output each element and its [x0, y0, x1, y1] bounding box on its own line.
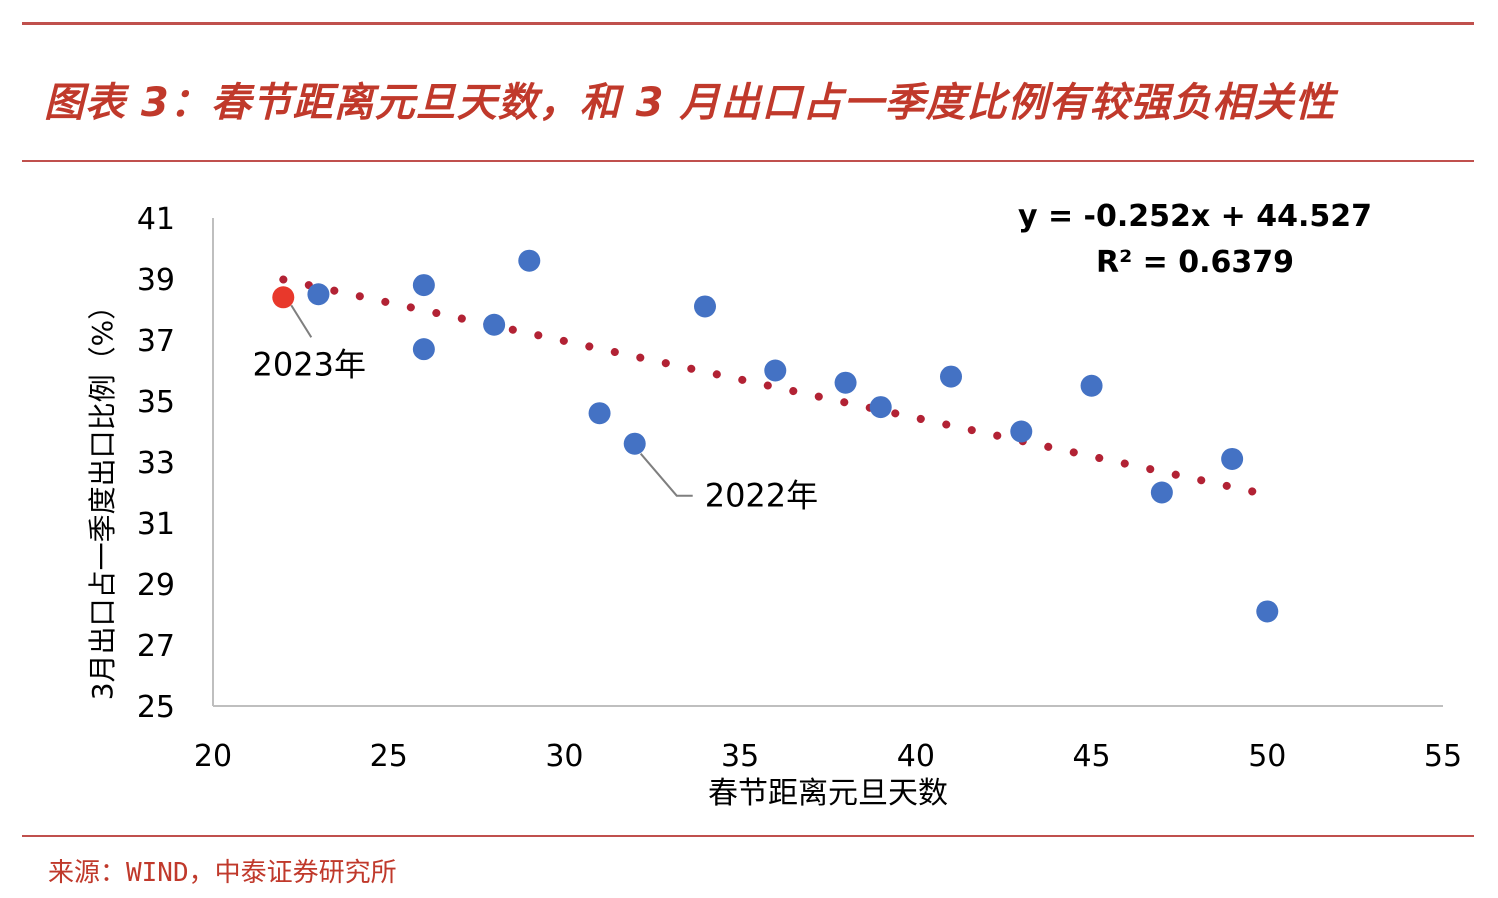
annotation-2022: 2022年 — [705, 477, 818, 515]
trendline — [279, 275, 1272, 499]
data-point — [623, 432, 646, 455]
data-point — [869, 396, 892, 419]
leader-line-2023 — [290, 304, 313, 338]
data-point — [412, 274, 435, 297]
figure-title: 图表 3：春节距离元旦天数，和 3 月出口占一季度比例有较强负相关性 — [44, 80, 1336, 126]
annotation-2023: 2023年 — [253, 345, 366, 383]
r-squared-label: R² = 0.6379 — [1096, 245, 1294, 280]
x-tick-label: 50 — [1248, 739, 1286, 774]
data-point — [1256, 600, 1279, 623]
y-tick-label: 33 — [137, 446, 175, 481]
x-tick-label: 20 — [194, 739, 232, 774]
x-tick-label: 30 — [545, 739, 583, 774]
top-rule — [22, 22, 1474, 25]
data-point — [1010, 420, 1033, 443]
y-tick-label: 39 — [137, 263, 175, 298]
source-note: 来源：WIND，中泰证券研究所 — [48, 858, 397, 888]
y-axis-title: 3月出口占一季度出口比例（%） — [86, 292, 119, 700]
bottom-rule — [22, 835, 1474, 837]
data-point — [412, 338, 435, 361]
data-point — [764, 359, 787, 382]
y-tick-label: 31 — [137, 507, 175, 542]
x-tick-label: 35 — [721, 739, 759, 774]
data-point-2023 — [272, 286, 295, 309]
trendline-dots — [279, 275, 1272, 499]
data-point — [1221, 447, 1244, 470]
x-tick-label: 45 — [1072, 739, 1110, 774]
data-point — [483, 313, 506, 336]
x-tick-label: 55 — [1424, 739, 1462, 774]
y-tick-label: 37 — [137, 324, 175, 359]
x-tick-label: 40 — [897, 739, 935, 774]
data-point — [694, 295, 716, 318]
data-point — [834, 371, 857, 394]
data-point — [940, 365, 962, 388]
y-tick-label: 29 — [137, 568, 175, 603]
x-tick-label: 25 — [370, 739, 408, 774]
x-axis-title: 春节距离元旦天数 — [708, 776, 948, 811]
axes: 20 25 30 35 40 45 50 55 25 27 29 31 33 35 37 39 41 — [137, 202, 1462, 774]
data-points — [272, 249, 1279, 623]
data-point — [518, 249, 541, 272]
data-point — [307, 283, 330, 306]
leader-line-2022 — [639, 453, 693, 497]
data-point — [1080, 374, 1103, 397]
annotations: 2023年 2022年 — [253, 304, 818, 515]
y-tick-label: 35 — [137, 385, 175, 420]
data-point — [588, 402, 611, 425]
y-tick-label: 41 — [137, 202, 175, 237]
trendline-equation: y = -0.252x + 44.527 — [1018, 199, 1372, 234]
title-divider — [22, 160, 1474, 162]
data-point — [1150, 481, 1173, 504]
y-tick-label: 25 — [137, 690, 175, 725]
scatter-chart: 20 25 30 35 40 45 50 55 25 27 29 31 33 35 37 39 41 2023年… — [86, 199, 1462, 811]
y-tick-label: 27 — [137, 629, 175, 664]
